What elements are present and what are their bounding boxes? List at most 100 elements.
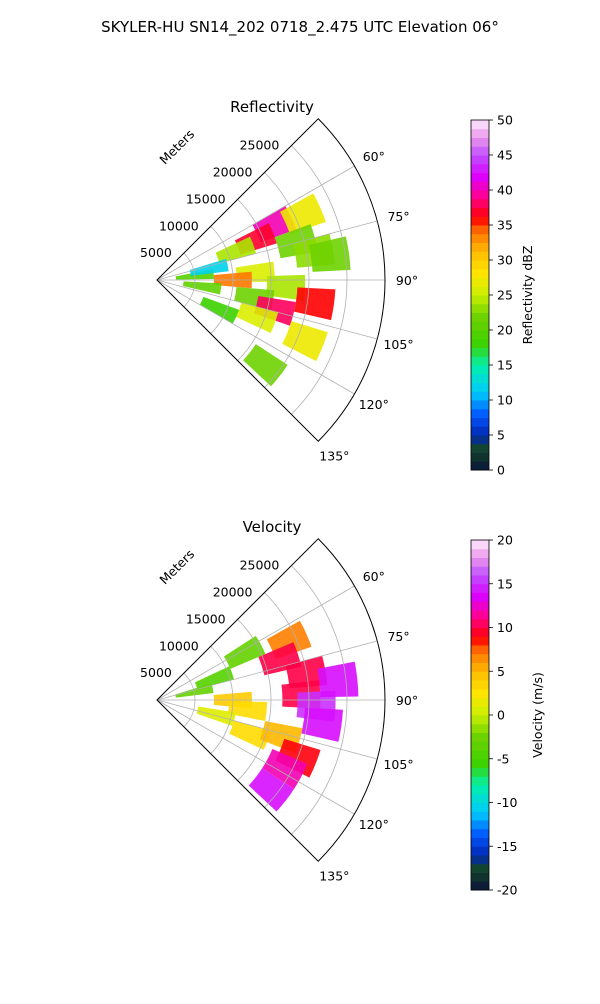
colorbar-band-34 bbox=[471, 163, 489, 173]
echo-cell-16 bbox=[262, 748, 308, 789]
colorbar-band-7 bbox=[471, 820, 489, 830]
colorbar-band-38 bbox=[471, 128, 489, 138]
colorbar-tick-label-8: 40 bbox=[497, 183, 513, 198]
colorbar-band-16 bbox=[471, 741, 489, 751]
colorbar-band-15 bbox=[471, 750, 489, 760]
reflectivity-colorbar-label: Reflectivity dBZ bbox=[520, 246, 535, 345]
colorbar-band-33 bbox=[471, 592, 489, 602]
colorbar-band-16 bbox=[471, 321, 489, 331]
colorbar-band-27 bbox=[471, 645, 489, 655]
colorbar-tick-label-4: 0 bbox=[497, 708, 505, 723]
colorbar-band-38 bbox=[471, 548, 489, 558]
colorbar-band-32 bbox=[471, 601, 489, 611]
colorbar-band-12 bbox=[471, 356, 489, 366]
colorbar-band-11 bbox=[471, 365, 489, 375]
angle-tick-label-1: 75° bbox=[387, 209, 409, 224]
echo-cell-8 bbox=[301, 707, 343, 742]
colorbar-band-10 bbox=[471, 373, 489, 383]
radial-tick-label-1: 10000 bbox=[159, 218, 199, 233]
colorbar-band-1 bbox=[471, 452, 489, 462]
echo-cell-10 bbox=[227, 701, 268, 722]
colorbar-band-35 bbox=[471, 155, 489, 165]
colorbar-band-5 bbox=[471, 837, 489, 847]
colorbar-band-22 bbox=[471, 268, 489, 278]
colorbar-band-2 bbox=[471, 863, 489, 873]
colorbar-band-21 bbox=[471, 277, 489, 287]
colorbar-band-12 bbox=[471, 776, 489, 786]
echo-cell-19 bbox=[308, 236, 351, 272]
colorbar-band-31 bbox=[471, 190, 489, 200]
colorbar-band-3 bbox=[471, 435, 489, 445]
colorbar-tick-label-4: 20 bbox=[497, 323, 513, 338]
colorbar-band-8 bbox=[471, 811, 489, 821]
echo-cell-10 bbox=[254, 296, 296, 326]
colorbar-band-10 bbox=[471, 793, 489, 803]
colorbar-band-39 bbox=[471, 120, 489, 130]
radial-tick-label-0: 5000 bbox=[140, 665, 172, 680]
angle-tick-label-3: 105° bbox=[383, 757, 413, 772]
colorbar-band-26 bbox=[471, 653, 489, 663]
figure-suptitle: SKYLER-HU SN14_202 0718_2.475 UTC Elevat… bbox=[101, 18, 499, 37]
echo-cell-17 bbox=[248, 768, 295, 812]
velocity-title: Velocity bbox=[243, 518, 302, 536]
echo-cell-17 bbox=[282, 321, 328, 362]
colorbar-band-29 bbox=[471, 207, 489, 217]
angular-gridline-0 bbox=[156, 585, 355, 701]
angle-tick-label-4: 120° bbox=[359, 817, 389, 832]
colorbar-band-36 bbox=[471, 566, 489, 576]
colorbar-band-0 bbox=[471, 461, 489, 471]
reflectivity-tick-labels: 5000 10000 15000 20000 25000 60° 75° 90° 105° 120… bbox=[140, 138, 418, 464]
colorbar-band-0 bbox=[471, 881, 489, 891]
colorbar-tick-label-2: 10 bbox=[497, 393, 513, 408]
colorbar-band-19 bbox=[471, 295, 489, 305]
colorbar-band-4 bbox=[471, 846, 489, 856]
reflectivity-panel: Reflectivity 5000 10000 15000 20000 25000 60°… bbox=[140, 98, 418, 463]
colorbar-tick-label-7: 35 bbox=[497, 218, 513, 233]
colorbar-tick-label-3: 15 bbox=[497, 358, 513, 373]
colorbar-band-17 bbox=[471, 312, 489, 322]
radial-tick-label-4: 25000 bbox=[240, 138, 280, 153]
colorbar-tick-label-7: 15 bbox=[497, 576, 513, 591]
reflectivity-colorbar: Reflectivity dBZ 0 5 10 15 20 25 30 35 40 45 50 bbox=[470, 113, 535, 478]
radial-tick-label-2: 15000 bbox=[186, 611, 226, 626]
colorbar-band-14 bbox=[471, 338, 489, 348]
colorbar-band-21 bbox=[471, 697, 489, 707]
echo-cell-1 bbox=[194, 666, 235, 690]
colorbar-tick-label-6: 10 bbox=[497, 620, 513, 635]
colorbar-band-37 bbox=[471, 557, 489, 567]
colorbar-tick-label-0: 0 bbox=[497, 463, 505, 478]
angle-tick-label-3: 105° bbox=[383, 337, 413, 352]
colorbar-band-22 bbox=[471, 688, 489, 698]
angle-tick-label-0: 60° bbox=[363, 569, 385, 584]
colorbar-band-29 bbox=[471, 627, 489, 637]
colorbar-band-20 bbox=[471, 706, 489, 716]
colorbar-band-26 bbox=[471, 233, 489, 243]
sector-frame bbox=[156, 118, 386, 442]
colorbar-band-18 bbox=[471, 303, 489, 313]
angular-gridline-0 bbox=[156, 165, 355, 281]
colorbar-tick-label-1: -15 bbox=[497, 839, 517, 854]
colorbar-band-23 bbox=[471, 260, 489, 270]
angle-tick-label-2: 90° bbox=[396, 693, 418, 708]
velocity-grid bbox=[156, 538, 386, 862]
colorbar-band-36 bbox=[471, 146, 489, 156]
echo-cell-2 bbox=[175, 683, 214, 698]
reflectivity-radial-axis-label: Meters bbox=[156, 126, 197, 167]
radial-tick-label-1: 10000 bbox=[159, 638, 199, 653]
echo-cell-0 bbox=[223, 635, 266, 669]
colorbar-band-7 bbox=[471, 400, 489, 410]
colorbar-tick-label-2: -10 bbox=[497, 795, 517, 810]
echo-cell-14 bbox=[182, 281, 222, 295]
colorbar-band-37 bbox=[471, 137, 489, 147]
colorbar-band-39 bbox=[471, 540, 489, 550]
colorbar-band-14 bbox=[471, 758, 489, 768]
colorbar-band-13 bbox=[471, 767, 489, 777]
radial-tick-label-4: 25000 bbox=[240, 558, 280, 573]
colorbar-band-33 bbox=[471, 172, 489, 182]
angle-tick-label-4: 120° bbox=[359, 397, 389, 412]
echo-cell-15 bbox=[317, 661, 359, 698]
echo-cell-12 bbox=[236, 302, 279, 333]
echo-cell-18 bbox=[243, 344, 288, 387]
